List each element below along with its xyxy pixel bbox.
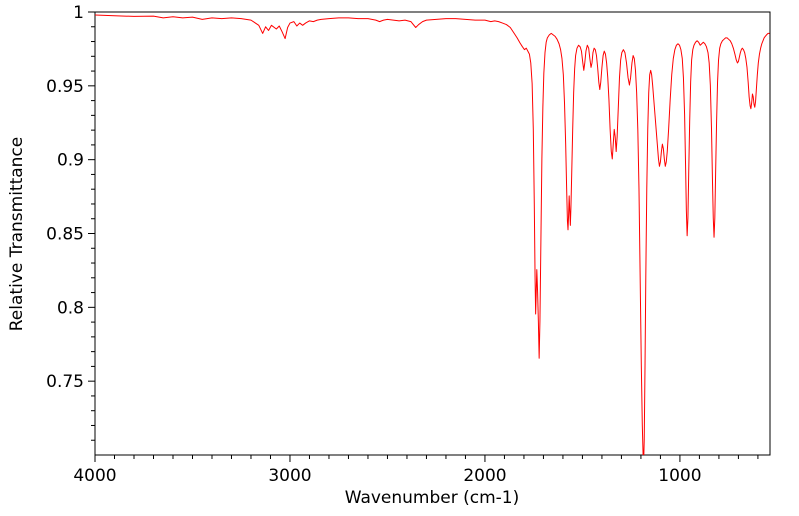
spectrum-line — [95, 14, 770, 455]
y-axis-label: Relative Transmittance — [7, 137, 27, 332]
y-tick-label: 0.75 — [46, 372, 84, 392]
x-axis-label: Wavenumber (cm-1) — [345, 488, 520, 508]
x-tick-label: 2000 — [463, 466, 506, 486]
y-tick-label: 0.9 — [57, 151, 84, 171]
y-tick-label: 0.95 — [46, 77, 84, 97]
y-tick-label: 1 — [73, 3, 84, 23]
y-tick-label: 0.85 — [46, 225, 84, 245]
axis-ticks — [88, 11, 759, 462]
axis-tick-labels: 4000 3000 2000 1000 1 0.95 0.9 0.85 0.8 0.75 — [46, 3, 701, 486]
x-tick-label: 4000 — [73, 466, 116, 486]
x-tick-label: 1000 — [658, 466, 701, 486]
plot-frame — [94, 11, 771, 456]
frame-box — [94, 11, 771, 456]
x-tick-label: 3000 — [268, 466, 311, 486]
y-tick-label: 0.8 — [57, 298, 84, 318]
